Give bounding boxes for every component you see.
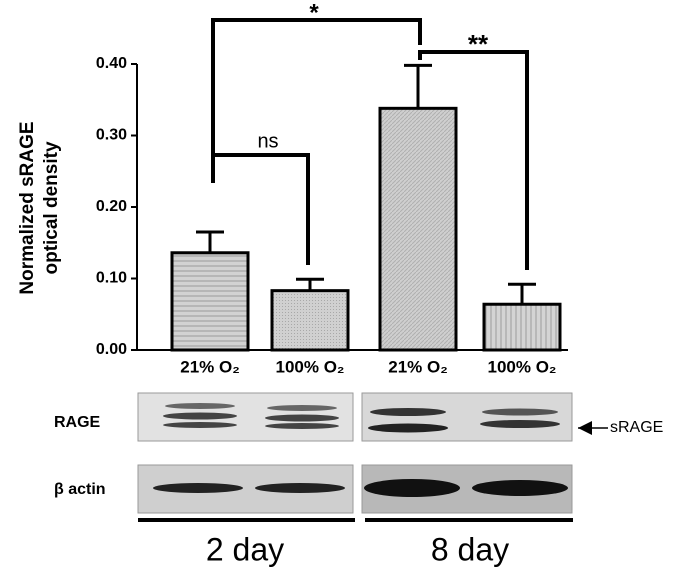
bar <box>170 251 250 352</box>
y-tick-label: 0.00 <box>96 341 127 358</box>
y-tick-label: 0.10 <box>96 270 127 287</box>
bar <box>270 289 350 352</box>
bracket <box>211 153 310 265</box>
group-label: 8 day <box>431 531 509 567</box>
bar <box>378 106 458 352</box>
x-tick-label: 100% O₂ <box>488 357 557 376</box>
bracket <box>211 18 422 183</box>
bracket <box>418 50 529 270</box>
arrow-label: sRAGE <box>610 419 663 436</box>
bands <box>153 403 568 497</box>
annotation: ** <box>468 29 489 59</box>
blot-row-label: RAGE <box>54 414 101 431</box>
annotation: ns <box>257 130 278 152</box>
x-tick-label: 100% O₂ <box>276 357 345 376</box>
y-axis-label: optical density <box>41 141 62 274</box>
x-tick-label: 21% O₂ <box>180 357 240 376</box>
plot: 0.00 0.10 0.20 0.30 0.40 21% O₂ 100% O₂ 21% O₂ 1… <box>96 55 568 376</box>
blot-panel <box>361 392 573 442</box>
brackets <box>211 18 529 270</box>
y-tick-label: 0.20 <box>96 198 127 215</box>
annotation: * <box>309 0 319 26</box>
y-axis-label: Normalized sRAGE <box>17 121 38 294</box>
blot-row-label: β actin <box>54 481 106 498</box>
group-label: 2 day <box>206 531 284 567</box>
y-tick-label: 0.30 <box>96 127 127 144</box>
x-tick-label: 21% O₂ <box>388 357 448 376</box>
y-tick-label: 0.40 <box>96 55 127 72</box>
blot <box>137 392 608 522</box>
bar <box>482 302 562 352</box>
